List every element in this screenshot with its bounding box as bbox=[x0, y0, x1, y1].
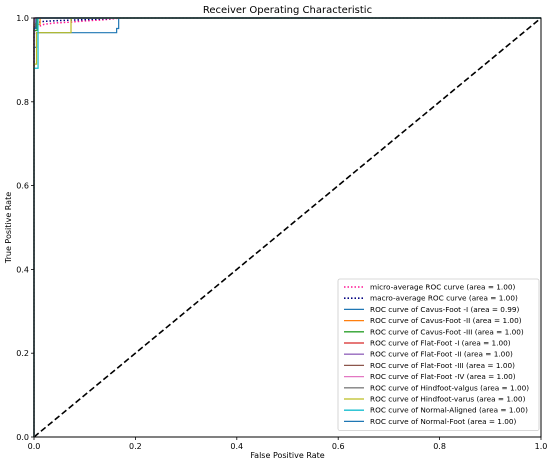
x-tick-label: 1.0 bbox=[535, 442, 548, 451]
legend-entry-label: ROC curve of Cavus-Foot -II (area = 1.00… bbox=[370, 316, 522, 325]
y-tick-label: 0.6 bbox=[16, 182, 29, 191]
legend-entry-label: micro-average ROC curve (area = 1.00) bbox=[370, 283, 516, 292]
legend-entry-label: ROC curve of Hindfoot-varus (area = 1.00… bbox=[370, 395, 526, 404]
legend: micro-average ROC curve (area = 1.00) mac… bbox=[337, 278, 540, 432]
legend-entry-label: ROC curve of Flat-Foot -IV (area = 1.00) bbox=[370, 372, 516, 381]
legend-entry-label: ROC curve of Cavus-Foot -I (area = 0.99) bbox=[370, 305, 520, 314]
plot-frame bbox=[33, 17, 542, 438]
y-tick-label: 1.0 bbox=[16, 14, 29, 23]
legend-entry-label: ROC curve of Flat-Foot -II (area = 1.00) bbox=[370, 350, 513, 359]
reference-line-layer bbox=[33, 17, 542, 438]
roc-series-line-2 bbox=[33, 17, 541, 437]
x-tick-label: 0.0 bbox=[28, 442, 41, 451]
x-tick-label: 0.4 bbox=[230, 442, 243, 451]
chart-title: Receiver Operating Characteristic bbox=[203, 5, 372, 16]
x-tick-label: 0.2 bbox=[129, 442, 142, 451]
legend-entry-label: ROC curve of Normal-Foot (area = 1.00) bbox=[370, 417, 517, 426]
legend-entry-label: ROC curve of Hindfoot-valgus (area = 1.0… bbox=[370, 383, 529, 392]
legend-entry-label: ROC curve of Normal-Aligned (area = 1.00… bbox=[370, 406, 528, 415]
x-tick-label: 0.6 bbox=[332, 442, 345, 451]
x-tick-label: 0.8 bbox=[433, 442, 446, 451]
legend-entry-label: ROC curve of Flat-Foot -I (area = 1.00) bbox=[370, 339, 511, 348]
y-tick-label: 0.0 bbox=[16, 433, 29, 442]
y-tick-label: 0.8 bbox=[16, 98, 29, 107]
legend-box bbox=[337, 278, 540, 432]
legend-entry-label: macro-average ROC curve (area = 1.00) bbox=[370, 294, 518, 303]
y-axis-title: True Positive Rate bbox=[4, 192, 13, 264]
x-axis-title: False Positive Rate bbox=[250, 451, 324, 460]
legend-entry-label: ROC curve of Cavus-Foot -III (area = 1.0… bbox=[370, 327, 524, 336]
chance-diagonal-line bbox=[33, 17, 542, 438]
y-tick-label: 0.2 bbox=[16, 349, 29, 358]
ticks-layer: 0.0 0.2 0.4 0.6 0.8 1.0 0.0 0.2 0.4 0.6 0.8 1.0 bbox=[16, 14, 547, 451]
legend-entry-label: ROC curve of Flat-Foot -III (area = 1.00… bbox=[370, 361, 515, 370]
y-tick-label: 0.4 bbox=[16, 265, 29, 274]
